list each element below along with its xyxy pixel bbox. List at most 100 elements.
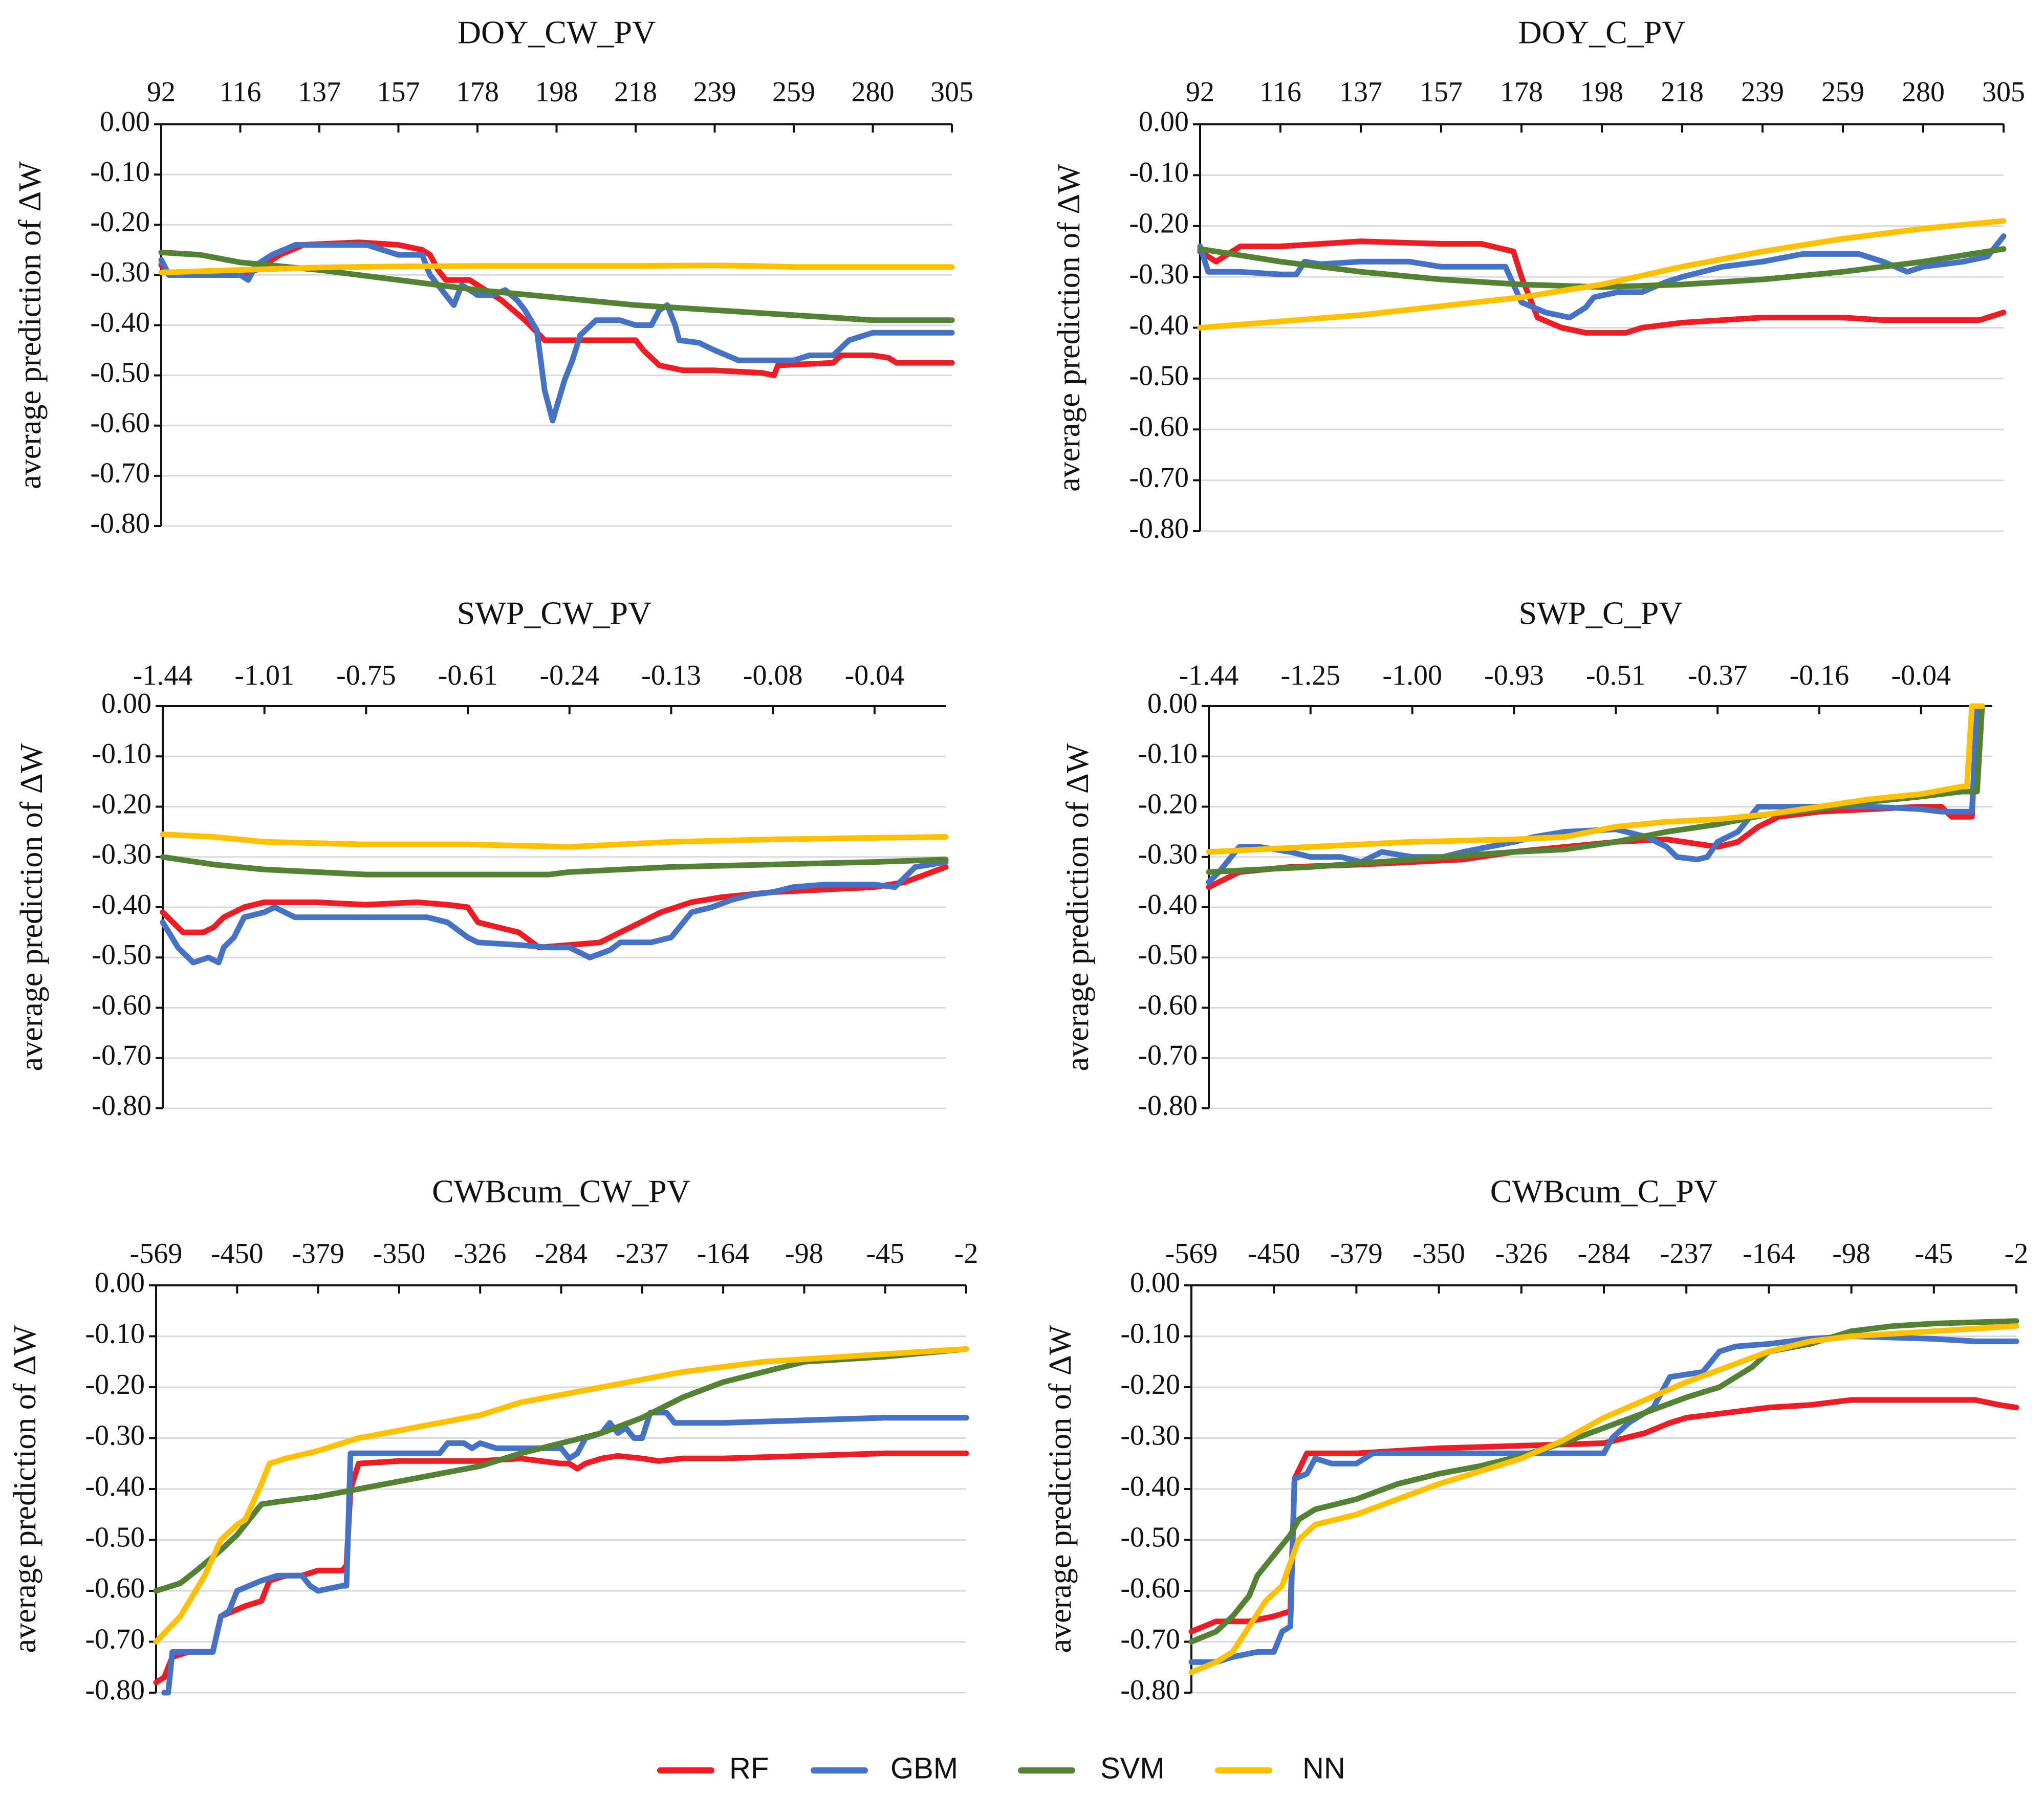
x-tick-label: -569 — [130, 1238, 183, 1269]
legend-label: GBM — [890, 1752, 958, 1785]
series-line-gbm — [161, 1410, 969, 1696]
y-tick-label: -0.60 — [1129, 411, 1189, 443]
x-tick-label: 280 — [1902, 76, 1945, 108]
series-line-nn — [1197, 218, 2007, 331]
x-tick-label: -1.25 — [1281, 660, 1341, 691]
series-line-rf — [1188, 1397, 2019, 1635]
x-tick-label: -284 — [535, 1238, 588, 1269]
y-tick-label: -0.40 — [85, 1471, 145, 1502]
y-tick-label: -0.20 — [1129, 208, 1189, 239]
x-tick-label: -326 — [454, 1238, 507, 1269]
y-tick-label: -0.50 — [1138, 939, 1198, 971]
series-line-rf — [1206, 703, 1985, 890]
x-tick-label: -164 — [697, 1238, 750, 1269]
series-line-gbm — [160, 859, 949, 966]
legend-label: SVM — [1100, 1752, 1165, 1785]
x-tick-label: 239 — [1741, 76, 1784, 108]
legend-item-svm: SVM — [1018, 1752, 1165, 1785]
x-tick-label: -450 — [1248, 1238, 1300, 1269]
chart-title: DOY_CW_PV — [458, 14, 656, 51]
x-tick-label: -0.61 — [438, 660, 498, 691]
y-tick-label: -0.30 — [1129, 258, 1189, 290]
y-tick-label: -0.40 — [1129, 309, 1189, 341]
legend: RF GBM SVM NN — [657, 1752, 1345, 1785]
x-tick-label: -450 — [211, 1238, 264, 1269]
y-tick-label: -0.10 — [85, 1318, 145, 1349]
y-tick-label: -0.30 — [90, 256, 150, 288]
series-line-gbm — [1197, 233, 2007, 321]
y-tick-label: 0.00 — [100, 106, 150, 138]
chart-panels: DOY_CW_PV 0.00 -0.10 -0.20 -0.30 -0.40 -0.50 -0… — [8, 14, 2028, 1706]
series-line-gbm — [158, 242, 955, 424]
x-tick-label: 218 — [1661, 76, 1704, 108]
panel-doy-cw-pv: DOY_CW_PV 0.00 -0.10 -0.20 -0.30 -0.40 -0.50 -0… — [13, 14, 973, 539]
y-tick-label: -0.80 — [1138, 1090, 1198, 1122]
x-tick-label: 305 — [1982, 76, 2025, 108]
y-axis-label: average prediction of ΔW — [14, 743, 49, 1071]
x-tick-label: 116 — [220, 76, 262, 108]
x-tick-label: 259 — [1821, 76, 1864, 108]
x-tick-label: -350 — [373, 1238, 426, 1269]
legend-item-nn: NN — [1215, 1752, 1345, 1785]
y-tick-label: -0.40 — [92, 889, 151, 921]
x-tick-label: -569 — [1165, 1238, 1218, 1269]
x-tick-label: -98 — [1832, 1238, 1871, 1269]
y-tick-label: -0.80 — [90, 508, 150, 539]
y-tick-label: -0.40 — [1120, 1471, 1180, 1502]
x-tick-label: 178 — [1500, 76, 1543, 108]
x-tick-label: 92 — [147, 76, 176, 108]
y-tick-label: 0.00 — [1139, 106, 1189, 138]
x-tick-label: 218 — [614, 76, 657, 108]
series-line-gbm — [1206, 703, 1985, 885]
x-tick-label: -0.51 — [1586, 660, 1646, 691]
x-tick-label: 137 — [1339, 76, 1382, 108]
x-tick-label: -0.13 — [641, 660, 701, 691]
panel-doy-c-pv: DOY_C_PV 0.00 -0.10 -0.20 -0.30 -0.40 -0.50 -0.… — [1052, 14, 2025, 544]
y-tick-label: -0.50 — [85, 1521, 145, 1553]
x-tick-label: -0.04 — [845, 660, 905, 691]
x-tick-label: 280 — [852, 76, 895, 108]
y-tick-label: -0.60 — [92, 989, 151, 1021]
x-tick-label: 198 — [535, 76, 578, 108]
x-tick-label: -98 — [785, 1238, 823, 1269]
y-axis-label: average prediction of ΔW — [8, 1325, 42, 1653]
series-line-rf — [1197, 238, 2007, 336]
x-tick-label: -0.04 — [1891, 660, 1951, 691]
y-tick-label: -0.60 — [85, 1572, 145, 1604]
series-line-nn — [1206, 703, 1985, 855]
y-tick-label: -0.50 — [90, 357, 150, 388]
y-tick-label: -0.30 — [85, 1419, 145, 1451]
y-tick-label: -0.60 — [1120, 1572, 1180, 1604]
y-tick-label: -0.80 — [1129, 513, 1189, 544]
x-tick-label: -164 — [1743, 1238, 1795, 1269]
x-tick-label: -0.75 — [336, 660, 396, 691]
x-tick-label: 259 — [772, 76, 815, 108]
x-tick-label: 116 — [1259, 76, 1301, 108]
x-tick-label: 198 — [1580, 76, 1623, 108]
y-tick-label: 0.00 — [1147, 688, 1198, 719]
y-axis-label: average prediction of ΔW — [1052, 164, 1086, 492]
y-tick-label: -0.10 — [92, 738, 151, 770]
panel-swp-cw-pv: SWP_CW_PV 0.00 -0.10 -0.20 -0.30 -0.40 -0.50 -0… — [14, 595, 949, 1122]
y-tick-label: -0.50 — [1129, 360, 1189, 392]
y-tick-label: -0.60 — [90, 407, 150, 439]
y-tick-label: -0.80 — [1120, 1674, 1180, 1706]
x-tick-label: -0.08 — [743, 660, 803, 691]
x-tick-label: -0.37 — [1688, 660, 1748, 691]
x-tick-label: -0.16 — [1790, 660, 1850, 691]
series-line-rf — [153, 1450, 969, 1685]
chart-title: SWP_C_PV — [1518, 595, 1682, 631]
y-tick-label: -0.10 — [1138, 738, 1198, 770]
y-tick-label: -0.70 — [1120, 1623, 1180, 1655]
x-tick-label: 178 — [456, 76, 499, 108]
chart-title: CWBcum_C_PV — [1490, 1173, 1717, 1210]
chart-title: CWBcum_CW_PV — [432, 1173, 690, 1210]
y-tick-label: -0.40 — [90, 307, 150, 338]
y-tick-label: -0.10 — [90, 156, 150, 188]
y-axis-label: average prediction of ΔW — [1060, 743, 1095, 1071]
x-tick-label: -1.44 — [133, 660, 193, 691]
x-tick-label: 137 — [298, 76, 341, 108]
legend-label: NN — [1302, 1752, 1345, 1785]
y-tick-label: -0.60 — [1138, 989, 1198, 1021]
